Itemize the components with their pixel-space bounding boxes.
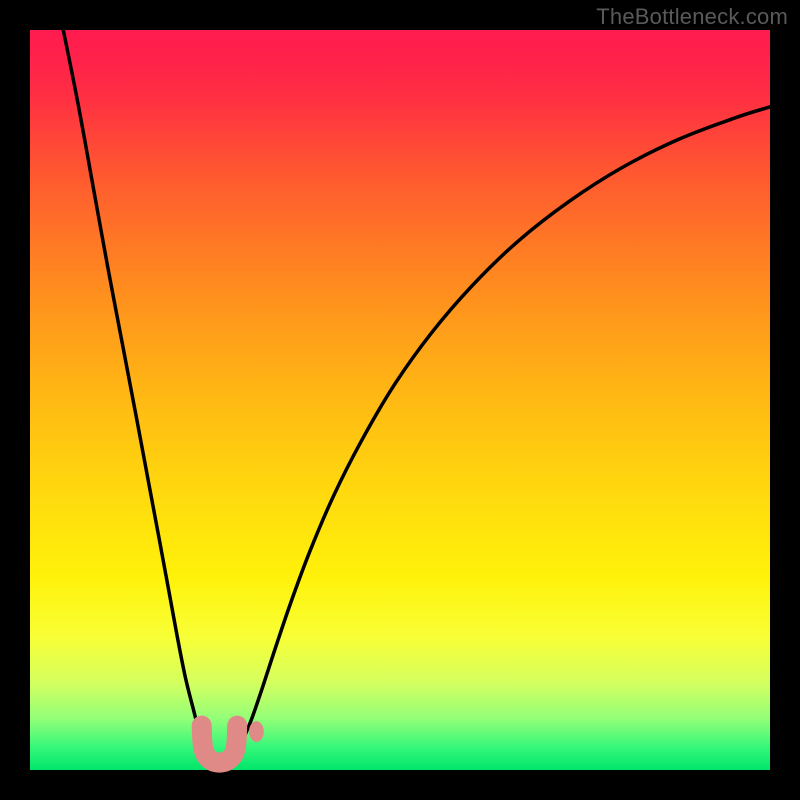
left-curve bbox=[63, 30, 222, 761]
watermark-text: TheBottleneck.com bbox=[596, 4, 788, 30]
right-curve bbox=[222, 107, 770, 761]
trough-dot-marker bbox=[249, 721, 264, 742]
trough-u-marker bbox=[202, 726, 238, 763]
chart-root: TheBottleneck.com bbox=[0, 0, 800, 800]
curve-layer bbox=[30, 30, 770, 770]
plot-area bbox=[30, 30, 770, 770]
